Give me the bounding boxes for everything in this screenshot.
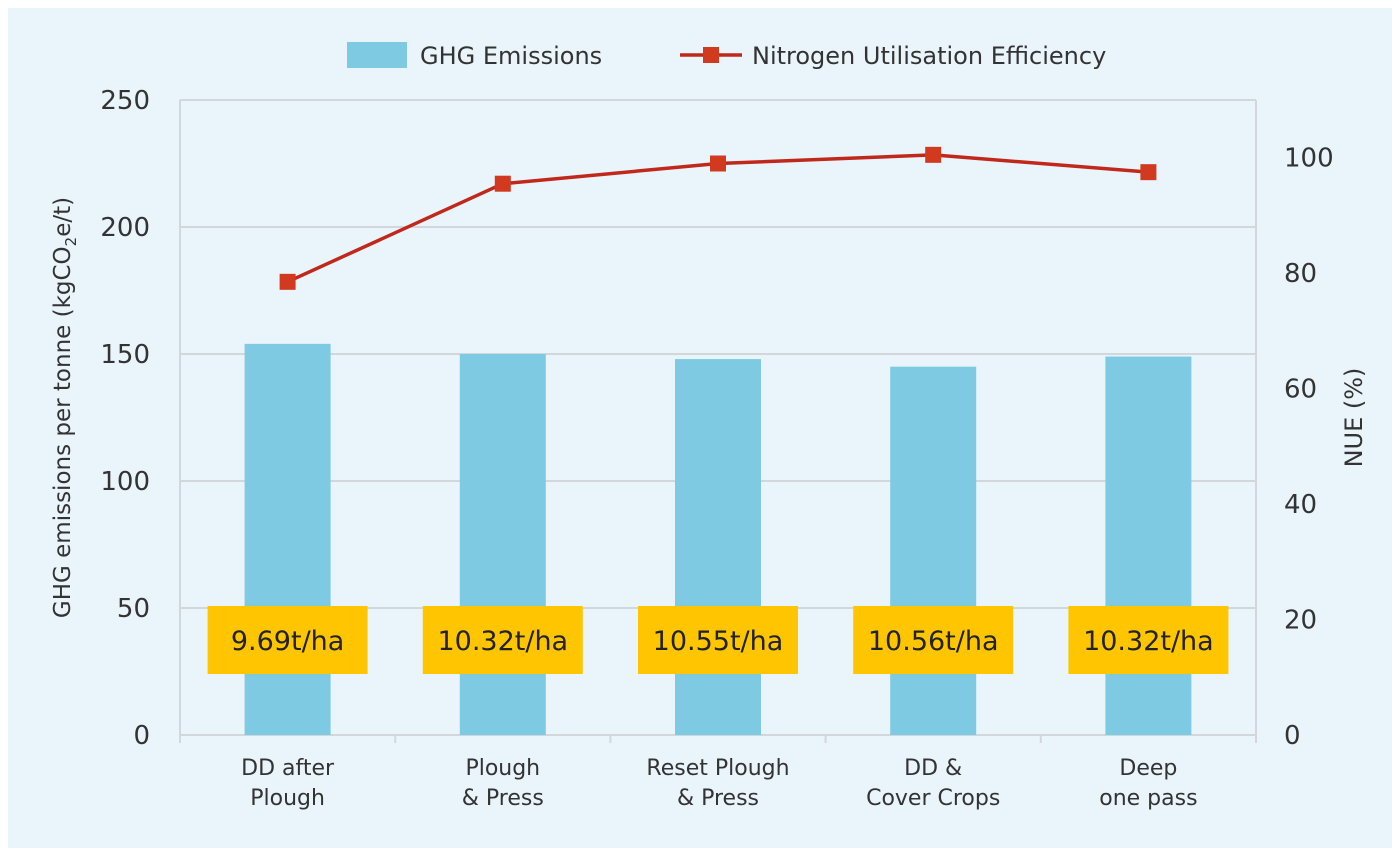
- y-right-tick-label: 80: [1284, 259, 1317, 289]
- nue-point: [279, 273, 296, 290]
- legend-swatch-marker: [703, 47, 719, 63]
- yield-label: 10.56t/ha: [868, 626, 999, 657]
- yield-label-box: [207, 606, 368, 674]
- legend-swatch-bar: [347, 42, 407, 68]
- y-right-tick-label: 60: [1284, 375, 1317, 405]
- x-tick-label: Plough: [465, 756, 540, 781]
- legend-label-bar: GHG Emissions: [420, 42, 602, 70]
- nue-point: [1140, 164, 1157, 181]
- y-left-tick-label: 100: [100, 467, 150, 497]
- y-left-axis-title: GHG emissions per tonne (kgCO2e/t): [50, 197, 80, 618]
- y-left-tick-label: 50: [117, 594, 150, 624]
- yield-label-box: [853, 606, 1014, 674]
- x-tick-label: & Press: [677, 786, 759, 811]
- y-right-tick-label: 0: [1284, 721, 1301, 751]
- nue-point: [494, 175, 511, 192]
- yield-label-box: [1068, 606, 1229, 674]
- nue-point: [925, 146, 942, 163]
- legend-label-line: Nitrogen Utilisation Efficiency: [752, 42, 1106, 70]
- y-left-tick-label: 200: [100, 213, 150, 243]
- x-tick-label: Plough: [250, 786, 325, 811]
- y-left-tick-label: 150: [100, 340, 150, 370]
- yield-label: 10.55t/ha: [653, 626, 784, 657]
- x-tick-label: Deep: [1119, 756, 1177, 781]
- x-tick-label: Cover Crops: [866, 786, 1000, 811]
- y-left-tick-label: 250: [100, 86, 150, 116]
- x-tick-label: & Press: [462, 786, 544, 811]
- x-tick-label: Reset Plough: [646, 756, 789, 781]
- x-tick-label: DD after: [241, 756, 335, 781]
- bar: [890, 366, 977, 735]
- yield-label: 10.32t/ha: [437, 626, 568, 657]
- x-tick-label: DD &: [904, 756, 962, 781]
- bar: [675, 359, 761, 735]
- nue-point: [710, 155, 726, 172]
- y-right-axis-title: NUE (%): [1340, 368, 1368, 468]
- bar: [244, 343, 331, 735]
- y-left-tick-label: 0: [133, 721, 150, 751]
- y-right-tick-label: 40: [1284, 490, 1317, 520]
- yield-label: 10.32t/ha: [1083, 626, 1214, 657]
- bar: [1105, 356, 1192, 735]
- y-right-tick-label: 20: [1284, 606, 1317, 636]
- yield-label-box: [422, 606, 583, 674]
- yield-label-box: [638, 606, 798, 674]
- x-tick-label: one pass: [1099, 786, 1197, 811]
- yield-label: 9.69t/ha: [231, 626, 344, 657]
- bar: [459, 354, 546, 735]
- y-right-tick-label: 100: [1284, 144, 1334, 174]
